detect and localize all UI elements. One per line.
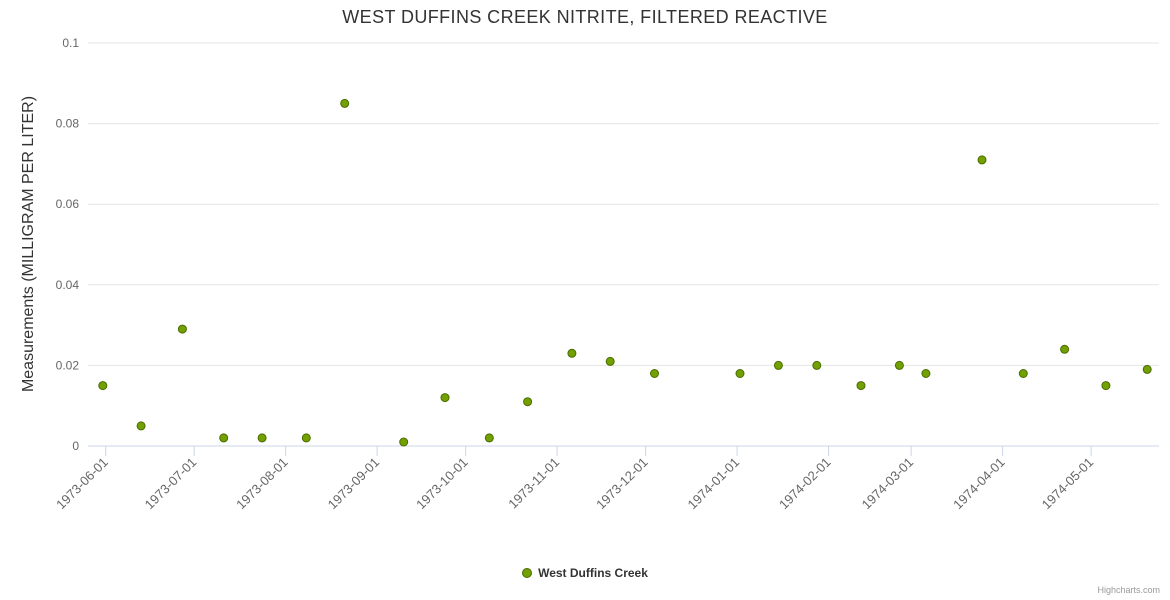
data-point[interactable] <box>301 433 311 443</box>
data-point[interactable] <box>735 369 745 378</box>
data-point[interactable] <box>340 98 350 108</box>
y-axis-tick-label: 0.04 <box>56 278 80 292</box>
x-axis-tick-label: 1974-04-01 <box>950 455 1008 513</box>
data-point[interactable] <box>219 433 229 443</box>
data-point[interactable] <box>894 360 904 370</box>
x-axis-tick-label: 1974-03-01 <box>859 455 917 513</box>
data-point[interactable] <box>921 369 931 378</box>
data-point[interactable] <box>484 433 494 443</box>
data-point[interactable] <box>1142 364 1152 374</box>
x-axis-tick-label: 1973-08-01 <box>233 455 291 513</box>
y-axis-tick-label: 0 <box>72 439 79 453</box>
data-point[interactable] <box>856 381 866 391</box>
y-axis-tick-label: 0.06 <box>56 197 80 211</box>
legend: West Duffins Creek <box>0 566 1170 580</box>
x-axis-tick-label: 1973-12-01 <box>593 455 651 513</box>
x-axis-tick-label: 1973-09-01 <box>325 455 383 513</box>
data-point[interactable] <box>399 437 409 447</box>
data-point[interactable] <box>977 155 987 165</box>
data-point[interactable] <box>98 381 108 391</box>
data-point[interactable] <box>567 348 577 358</box>
data-point[interactable] <box>812 360 822 370</box>
x-axis-tick-label: 1973-11-01 <box>505 455 562 512</box>
legend-label: West Duffins Creek <box>538 566 648 580</box>
legend-marker-icon <box>522 568 533 578</box>
data-point[interactable] <box>523 397 533 407</box>
highcharts-credits-link[interactable]: Highcharts.com <box>1097 585 1160 595</box>
data-point[interactable] <box>650 369 659 378</box>
x-axis-tick-label: 1973-10-01 <box>413 455 471 513</box>
x-axis-tick-label: 1974-05-01 <box>1039 455 1097 513</box>
x-axis-tick-label: 1973-07-01 <box>142 455 200 513</box>
data-point[interactable] <box>1101 381 1111 391</box>
data-point[interactable] <box>605 356 615 366</box>
x-axis-tick-label: 1974-02-01 <box>776 455 834 513</box>
legend-item-west-duffins-creek[interactable]: West Duffins Creek <box>522 566 648 580</box>
chart-title: WEST DUFFINS CREEK NITRITE, FILTERED REA… <box>342 7 828 27</box>
data-point[interactable] <box>773 360 783 370</box>
x-axis-tick-label: 1973-06-01 <box>53 455 111 513</box>
y-axis-tick-label: 0.08 <box>56 117 80 131</box>
data-point[interactable] <box>440 393 450 403</box>
data-point[interactable] <box>1018 369 1028 378</box>
data-point[interactable] <box>257 433 267 443</box>
data-point[interactable] <box>177 324 187 334</box>
x-axis-tick-label: 1974-01-01 <box>685 455 743 513</box>
data-point[interactable] <box>136 421 146 431</box>
y-axis-tick-label: 0.1 <box>62 36 79 50</box>
data-point[interactable] <box>1060 344 1070 354</box>
y-axis-tick-label: 0.02 <box>56 358 80 372</box>
